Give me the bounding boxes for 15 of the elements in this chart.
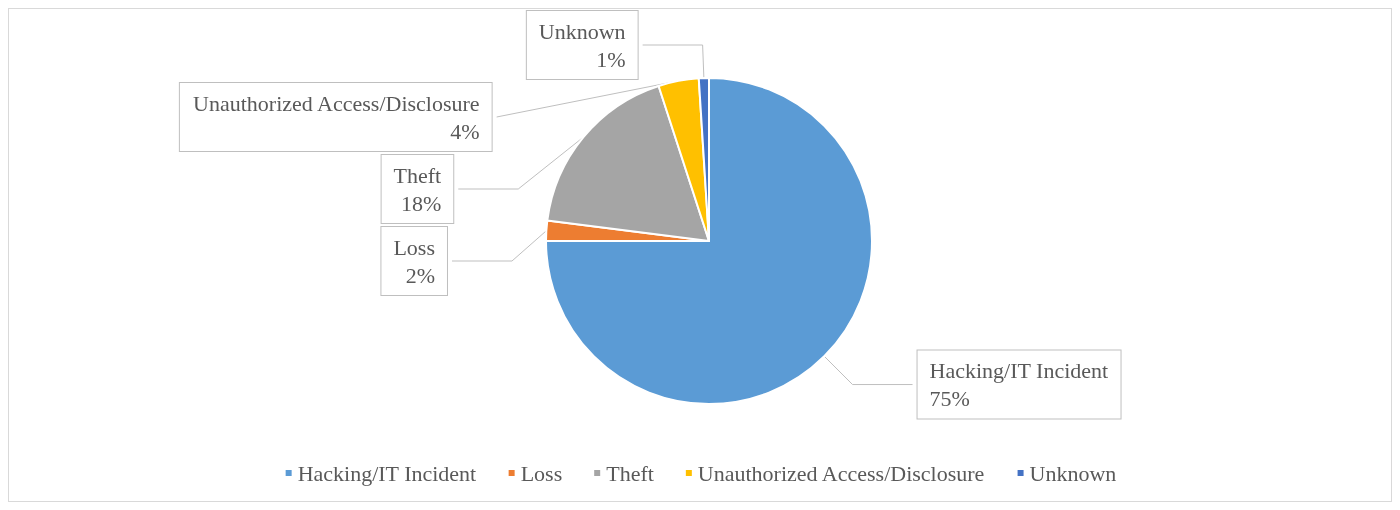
data-label: 18% xyxy=(400,190,442,216)
slice-label: Unauthorized Access/Disclosure xyxy=(193,90,480,116)
legend-label: Hacking/IT Incident xyxy=(297,460,477,486)
slice-label: Loss xyxy=(393,234,435,260)
slice-label: Hacking/IT Incident xyxy=(929,358,1109,384)
slice-label: Unknown xyxy=(538,18,626,44)
legend-label: Unauthorized Access/Disclosure xyxy=(697,460,985,486)
legend-label: Loss xyxy=(520,460,563,486)
legend-label: Theft xyxy=(606,460,654,486)
legend-label: Unknown xyxy=(1029,460,1117,486)
data-label: 4% xyxy=(450,118,480,144)
data-label: 75% xyxy=(929,386,970,412)
data-label: 1% xyxy=(596,46,626,72)
slice-label: Theft xyxy=(393,162,442,188)
data-label: 2% xyxy=(405,262,435,288)
